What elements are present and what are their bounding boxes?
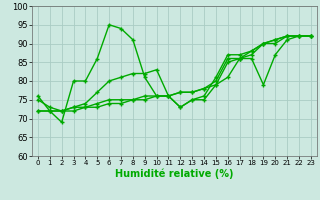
X-axis label: Humidité relative (%): Humidité relative (%) — [115, 169, 234, 179]
